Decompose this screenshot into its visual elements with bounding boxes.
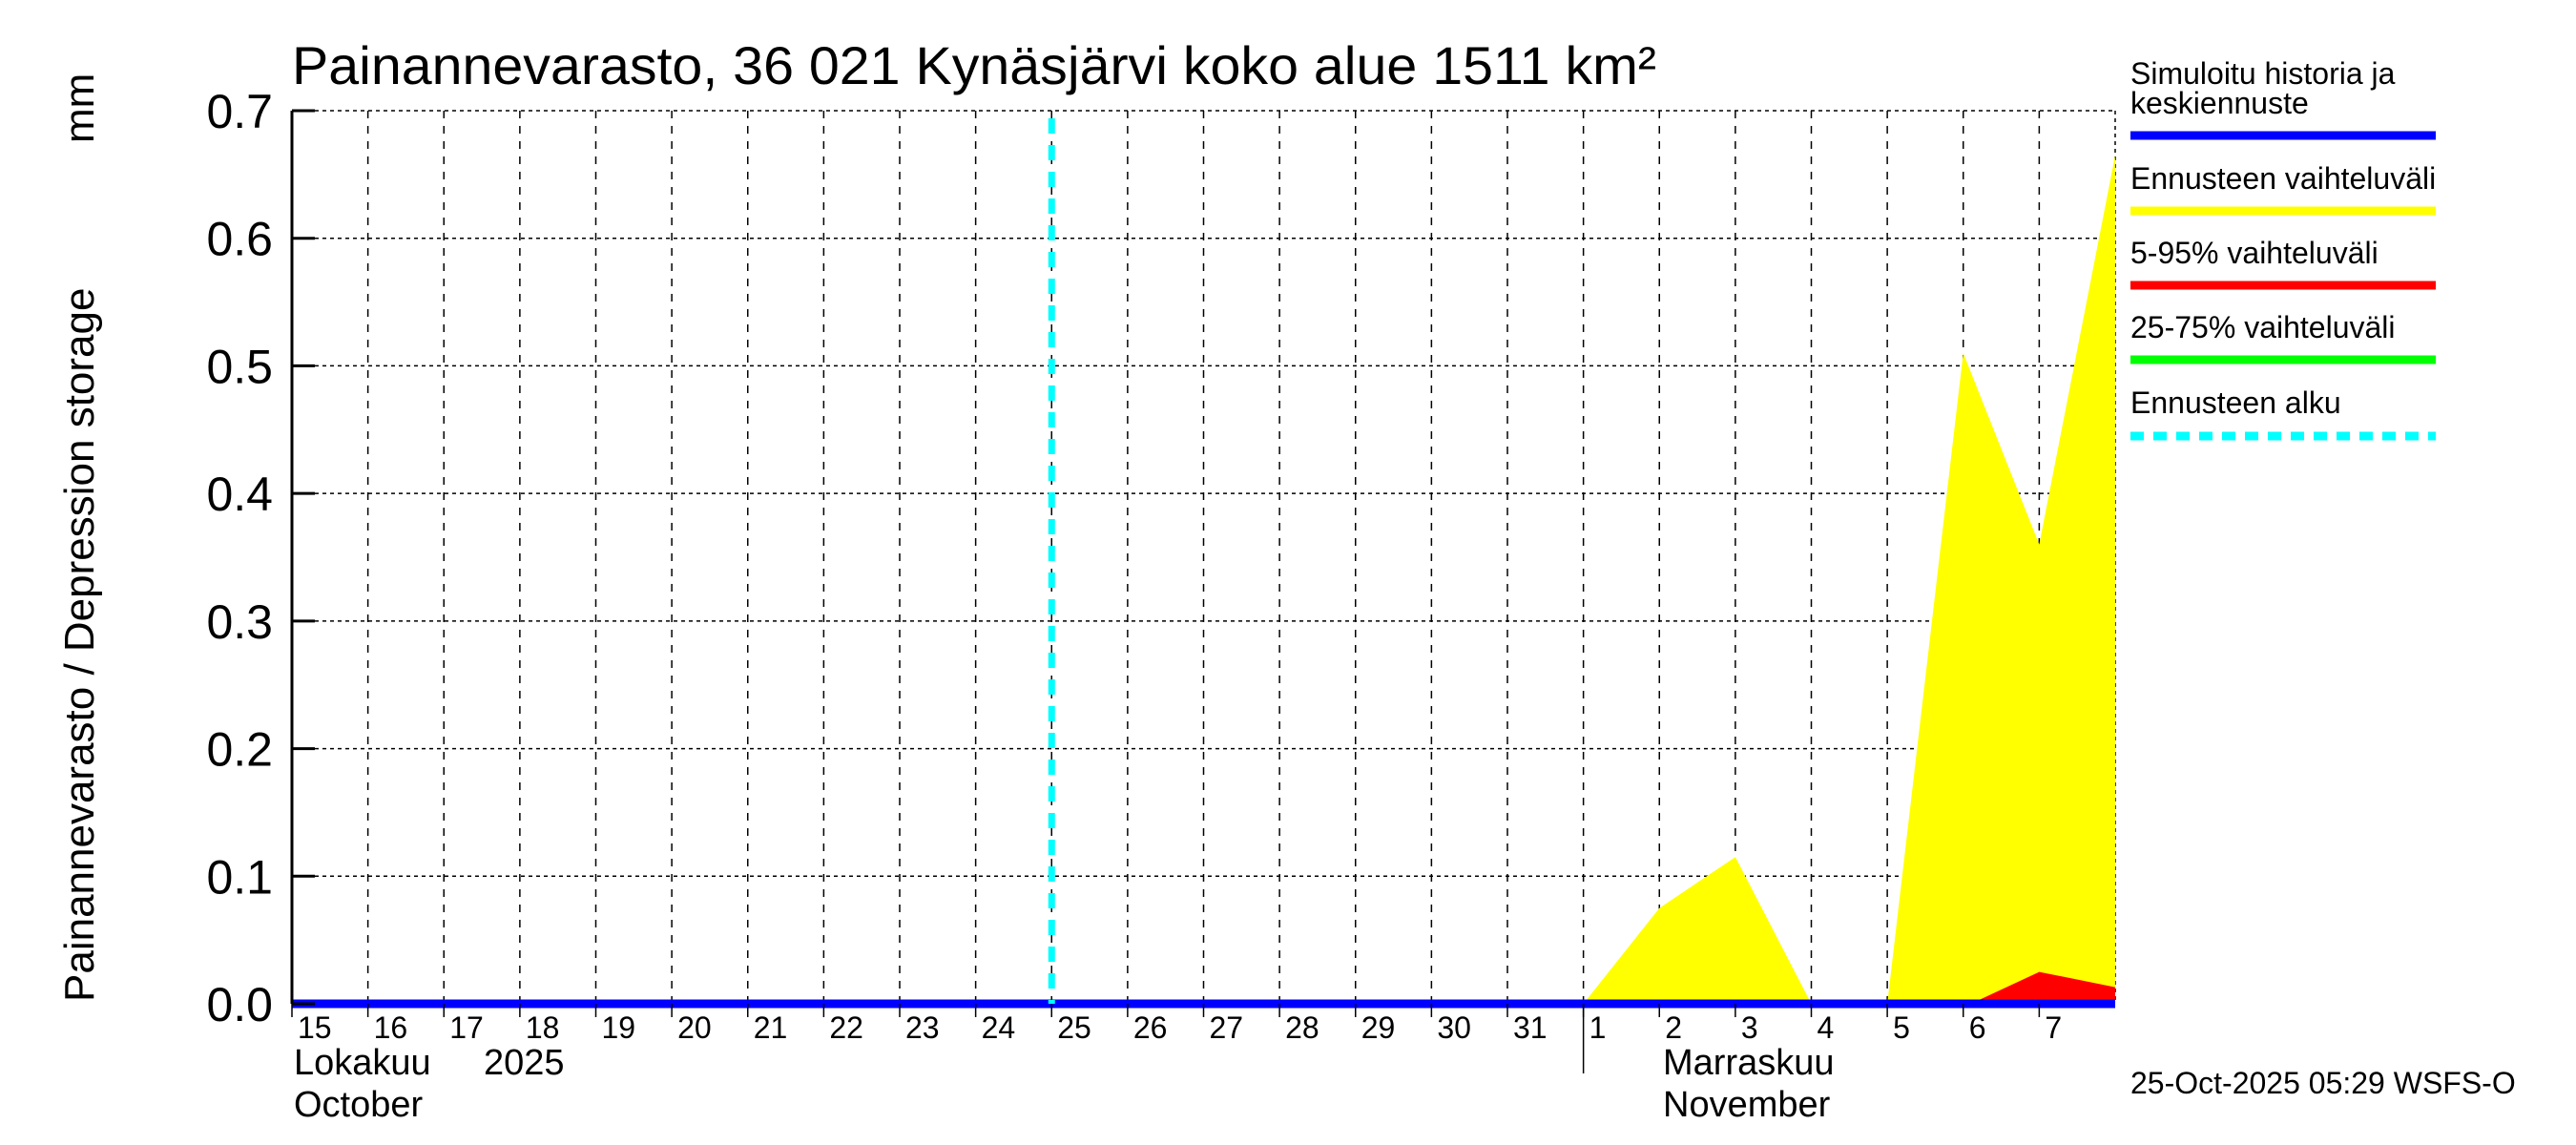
x-tick-label: 7 <box>2045 1010 2062 1045</box>
y-tick-label: 0.5 <box>206 340 273 393</box>
y-axis-label: Painannevarasto / Depression storage <box>56 288 103 1002</box>
y-tick-label: 0.6 <box>206 213 273 266</box>
x-tick-label: 1 <box>1589 1010 1607 1045</box>
axes <box>290 109 2041 1073</box>
y-axis-unit: mm <box>56 73 103 143</box>
x-tick-label: 16 <box>374 1010 408 1045</box>
y-tick-label: 0.7 <box>206 85 273 138</box>
x-tick-label: 26 <box>1133 1010 1168 1045</box>
month-label-november-en: November <box>1663 1085 1831 1125</box>
x-tick-label: 15 <box>298 1010 332 1045</box>
legend-label: keskiennuste <box>2130 86 2309 120</box>
timestamp: 25-Oct-2025 05:29 WSFS-O <box>2130 1066 2516 1100</box>
x-tick-label: 17 <box>449 1010 484 1045</box>
legend-label: Simuloitu historia ja <box>2130 56 2396 91</box>
legend-label: 5-95% vaihteluväli <box>2130 236 2379 270</box>
month-label-october-year: 2025 <box>484 1043 565 1083</box>
month-label-october-fi: Lokakuu <box>294 1043 431 1083</box>
x-tick-label: 6 <box>1969 1010 1986 1045</box>
x-tick-label: 30 <box>1437 1010 1471 1045</box>
area-5-95-vaihteluv-li <box>1970 971 2115 1004</box>
x-tick-label: 31 <box>1513 1010 1548 1045</box>
x-tick-label: 5 <box>1893 1010 1910 1045</box>
x-tick-label: 23 <box>905 1010 940 1045</box>
x-tick-label: 2 <box>1665 1010 1682 1045</box>
x-tick-label: 18 <box>526 1010 560 1045</box>
x-tick-label: 20 <box>677 1010 712 1045</box>
legend-label: Ennusteen alku <box>2130 385 2341 420</box>
chart-title: Painannevarasto, 36 021 Kynäsjärvi koko … <box>292 35 1656 95</box>
x-tick-label: 4 <box>1818 1010 1835 1045</box>
y-tick-label: 0.0 <box>206 978 273 1031</box>
x-tick-label: 28 <box>1285 1010 1319 1045</box>
month-label-november-fi: Marraskuu <box>1663 1043 1835 1083</box>
x-tick-label: 24 <box>982 1010 1016 1045</box>
legend-label: Ennusteen vaihteluväli <box>2130 161 2436 196</box>
x-tick-label: 22 <box>829 1010 863 1045</box>
x-tick-label: 3 <box>1741 1010 1758 1045</box>
y-tick-label: 0.1 <box>206 850 273 904</box>
x-tick-label: 19 <box>602 1010 636 1045</box>
area-ennusteen-vaihteluv-li <box>1583 155 2115 1005</box>
x-tick-label: 25 <box>1057 1010 1091 1045</box>
y-tick-label: 0.3 <box>206 595 273 649</box>
legend-label: 25-75% vaihteluväli <box>2130 310 2396 344</box>
x-ticks: 15 16 17 18 19 20 21 22 23 24 25 26 27 28 29 30 31 1 2 3 4 5 6… <box>298 1010 2062 1045</box>
x-tick-label: 27 <box>1210 1010 1244 1045</box>
grid <box>292 110 2116 1004</box>
y-ticks: 0.0 0.1 0.2 0.3 0.4 0.5 0.6 0.7 <box>206 85 273 1031</box>
x-tick-label: 21 <box>754 1010 788 1045</box>
y-tick-label: 0.4 <box>206 468 273 521</box>
month-label-october-en: October <box>294 1085 424 1125</box>
x-tick-label: 29 <box>1361 1010 1396 1045</box>
y-tick-label: 0.2 <box>206 723 273 777</box>
